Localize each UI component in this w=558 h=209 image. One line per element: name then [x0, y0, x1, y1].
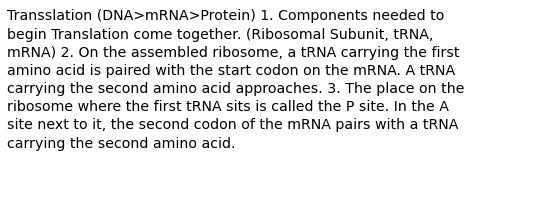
Text: Transslation (DNA>mRNA>Protein) 1. Components needed to
begin Translation come t: Transslation (DNA>mRNA>Protein) 1. Compo… — [7, 9, 464, 151]
